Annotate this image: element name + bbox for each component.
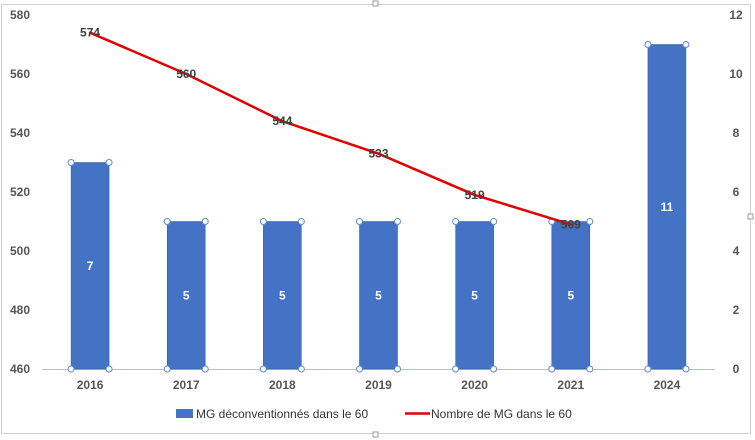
x-tick-2021: 2021 [557, 378, 584, 392]
y-right-tick-2: 2 [733, 303, 740, 317]
bar-handle-2024-2[interactable] [644, 365, 652, 373]
bar-handle-2024-3[interactable] [682, 365, 690, 373]
bar-handle-2016-0[interactable] [67, 159, 75, 166]
bar-2020[interactable] [455, 221, 494, 370]
x-tick-2024: 2024 [654, 378, 681, 392]
y-right-tick-4: 4 [733, 244, 740, 258]
x-tick-2018: 2018 [269, 378, 296, 392]
line-value-label-2020: 519 [465, 188, 485, 202]
legend-bar-label: MG déconventionnés dans le 60 [196, 407, 368, 421]
legend[interactable]: MG déconventionnés dans le 60 Nombre de M… [176, 407, 572, 421]
bar-handle-2018-3[interactable] [297, 365, 305, 373]
labels-layer: 7 5 5 5 5 5 11 574 560 544 533 519 509 [80, 26, 674, 303]
bar-handle-2021-2[interactable] [548, 365, 556, 373]
line-value-label-2016: 574 [80, 26, 100, 40]
y-right-tick-8: 8 [733, 126, 740, 140]
line-value-label-2019: 533 [368, 147, 388, 161]
bar-handle-2018-1[interactable] [297, 218, 305, 225]
bar-handle-2018-0[interactable] [259, 218, 267, 225]
bar-value-label-2017: 5 [183, 288, 190, 302]
x-tick-2019: 2019 [365, 378, 392, 392]
bar-2017[interactable] [166, 221, 206, 370]
bar-handle-2017-1[interactable] [201, 218, 209, 225]
bar-handle-2024-1[interactable] [682, 41, 690, 48]
legend-bar-swatch [176, 409, 193, 418]
bar-handle-2016-3[interactable] [105, 365, 113, 373]
legend-line-label: Nombre de MG dans le 60 [431, 407, 572, 421]
bar-value-label-2021: 5 [567, 288, 574, 302]
bar-handle-2017-0[interactable] [163, 218, 171, 225]
y-left-tick-460: 460 [10, 362, 30, 376]
y-right-tick-12: 12 [729, 8, 743, 22]
bar-handle-2020-3[interactable] [490, 365, 498, 373]
bar-value-label-2024: 11 [661, 200, 674, 214]
x-tick-2016: 2016 [77, 378, 104, 392]
axes-layer: 460 480 500 520 540 560 580 0 2 4 6 8 10 12 2016 2017 20… [10, 8, 743, 392]
bar-2016[interactable] [70, 162, 110, 370]
bar-2018[interactable] [263, 221, 302, 370]
y-left-tick-480: 480 [10, 303, 30, 317]
line-series[interactable] [88, 31, 573, 226]
bar-handle-2016-1[interactable] [105, 159, 113, 166]
bar-handle-2020-1[interactable] [490, 218, 498, 225]
bar-2019[interactable] [359, 221, 398, 370]
bar-handle-2018-2[interactable] [259, 365, 267, 373]
bar-handle-2017-2[interactable] [163, 365, 171, 373]
bar-handle-2021-3[interactable] [586, 365, 594, 373]
x-tick-2017: 2017 [173, 378, 200, 392]
bar-handle-2020-0[interactable] [452, 218, 460, 225]
bar-handle-2021-1[interactable] [586, 218, 594, 225]
line-value-label-2017: 560 [176, 67, 196, 81]
y-right-tick-0: 0 [733, 362, 740, 376]
line-value-label-2021: 509 [561, 217, 581, 231]
line-value-label-2018: 544 [272, 114, 292, 128]
bar-handle-2016-2[interactable] [67, 365, 75, 373]
bar-handle-2019-2[interactable] [356, 365, 363, 373]
bar-handle-2019-3[interactable] [394, 365, 401, 373]
bars-layer [67, 41, 690, 373]
x-tick-2020: 2020 [461, 378, 488, 392]
y-left-tick-520: 520 [10, 185, 30, 199]
bar-handle-2020-2[interactable] [452, 365, 460, 373]
line-layer [88, 31, 573, 226]
bar-value-label-2016: 7 [87, 259, 94, 273]
bar-value-label-2018: 5 [279, 288, 286, 302]
resize-handle-bottom [372, 431, 379, 438]
y-left-tick-540: 540 [10, 126, 30, 140]
resize-handle-top [372, 0, 379, 7]
bar-handle-2017-3[interactable] [201, 365, 209, 373]
y-right-tick-6: 6 [733, 185, 740, 199]
bar-value-label-2020: 5 [471, 288, 478, 302]
bar-handle-2024-0[interactable] [644, 41, 652, 48]
bar-handle-2019-1[interactable] [394, 218, 401, 225]
y-left-tick-580: 580 [10, 8, 30, 22]
bar-2024[interactable] [647, 44, 687, 370]
bar-value-label-2019: 5 [375, 288, 382, 302]
y-right-tick-10: 10 [729, 67, 743, 81]
y-left-tick-500: 500 [10, 244, 30, 258]
y-left-tick-560: 560 [10, 67, 30, 81]
frame-handles[interactable] [372, 0, 754, 438]
bar-2021[interactable] [551, 221, 591, 370]
bar-handle-2019-0[interactable] [356, 218, 363, 225]
resize-handle-right [747, 213, 754, 220]
